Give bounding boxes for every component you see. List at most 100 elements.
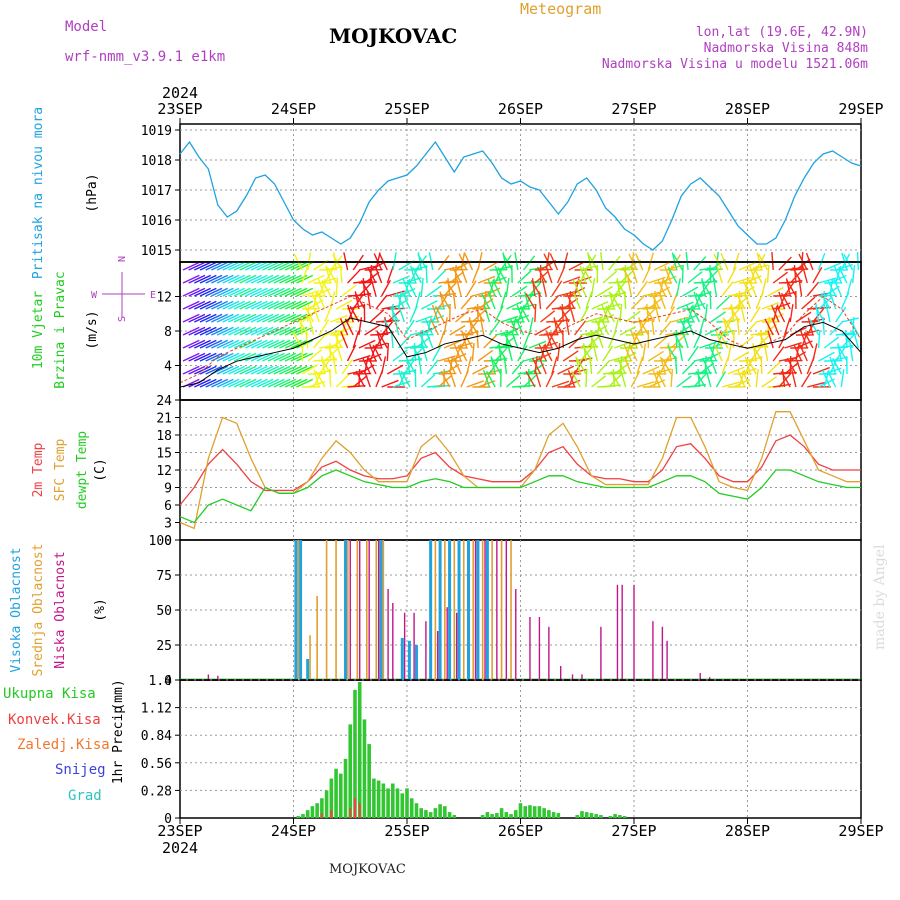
wind-arrow bbox=[760, 355, 763, 375]
wind-arrow bbox=[476, 303, 479, 323]
ylabel-wind: 10m Vjetar bbox=[31, 291, 46, 369]
wind-arrow bbox=[194, 261, 211, 271]
wind-arrow bbox=[262, 378, 280, 388]
wind-arrow bbox=[568, 261, 586, 271]
wind-arrow bbox=[394, 317, 400, 336]
wind-arrow bbox=[806, 281, 820, 297]
wind-arrow bbox=[528, 340, 547, 349]
bar-precip-convective bbox=[353, 798, 356, 818]
wind-arrow bbox=[245, 365, 263, 375]
x-tick-label-bottom: 28SEP bbox=[725, 822, 770, 840]
wind-arrow bbox=[284, 300, 302, 310]
wind-arrow bbox=[420, 278, 424, 297]
wind-arrow bbox=[638, 319, 649, 336]
wind-arrow bbox=[562, 350, 579, 362]
bar-cloud-low bbox=[484, 540, 486, 680]
wind-arrow bbox=[548, 331, 559, 349]
wind-arrow bbox=[693, 256, 707, 271]
wind-arrow bbox=[459, 265, 468, 284]
wind-arrow bbox=[568, 304, 576, 323]
ylabel-cloud-mid: Srednja Oblacnost bbox=[31, 543, 46, 676]
wind-arrow bbox=[352, 330, 360, 349]
wind-arrow bbox=[818, 351, 835, 362]
wind-arrow bbox=[216, 326, 234, 336]
series-line-temp-2 bbox=[179, 469, 861, 524]
wind-arrow bbox=[425, 264, 428, 284]
wind-arrow bbox=[476, 329, 479, 349]
bar-precip-total bbox=[400, 793, 405, 818]
bar-cloud-mid bbox=[347, 540, 349, 680]
wind-arrow bbox=[418, 331, 428, 349]
compass-west: W bbox=[91, 290, 98, 301]
wind-arrow bbox=[228, 274, 246, 284]
wind-arrow bbox=[817, 329, 821, 349]
wind-arrow bbox=[793, 344, 803, 362]
wind-arrow bbox=[590, 278, 596, 297]
y-tick-label-pressure: 1018 bbox=[141, 154, 172, 169]
wind-arrow bbox=[360, 279, 371, 297]
bar-precip-total bbox=[594, 814, 598, 818]
x-tick-label-bottom: 26SEP bbox=[498, 822, 543, 840]
wind-arrow bbox=[370, 278, 377, 297]
wind-arrow bbox=[803, 331, 814, 349]
wind-arrow bbox=[471, 343, 475, 362]
wind-arrow bbox=[284, 274, 302, 284]
wind-arrow bbox=[613, 281, 626, 297]
wind-arrow bbox=[194, 313, 211, 323]
bar-precip-total bbox=[490, 814, 494, 818]
wind-arrow bbox=[460, 294, 474, 310]
wind-arrow bbox=[443, 282, 457, 297]
wind-arrow bbox=[488, 358, 500, 375]
wind-arrow bbox=[222, 287, 240, 297]
wind-arrow bbox=[793, 265, 797, 284]
wind-arrow bbox=[211, 313, 228, 323]
wind-arrow bbox=[693, 373, 707, 388]
wind-arrow bbox=[414, 291, 421, 310]
wind-arrow bbox=[284, 313, 302, 323]
wind-arrow bbox=[792, 267, 803, 284]
series-line-pressure bbox=[179, 140, 862, 251]
bar-cloud-low bbox=[571, 674, 574, 680]
wind-arrow bbox=[498, 343, 502, 362]
wind-arrow bbox=[262, 365, 280, 375]
wind-arrow bbox=[355, 370, 366, 388]
wind-arrow bbox=[267, 339, 285, 349]
wind-arrow bbox=[612, 368, 615, 388]
wind-arrow bbox=[528, 281, 542, 297]
wind-arrow bbox=[466, 356, 472, 375]
wind-arrow bbox=[279, 378, 297, 388]
wind-arrow bbox=[687, 271, 703, 284]
wind-arrow bbox=[682, 286, 699, 297]
bar-cloud-high bbox=[448, 540, 452, 680]
wind-arrow bbox=[239, 274, 257, 284]
wind-arrow bbox=[381, 379, 399, 388]
wind-arrow bbox=[507, 343, 513, 362]
bar-cloud-low bbox=[548, 626, 550, 680]
wind-arrow bbox=[329, 368, 332, 388]
wind-arrow bbox=[693, 291, 701, 310]
wind-arrow bbox=[783, 280, 796, 297]
wind-arrow bbox=[511, 285, 528, 297]
wind-arrow bbox=[650, 292, 661, 310]
bar-precip-total bbox=[324, 790, 329, 818]
wind-arrow bbox=[402, 292, 411, 310]
wind-arrow bbox=[273, 300, 291, 310]
wind-arrow bbox=[616, 357, 627, 375]
wind-arrow bbox=[559, 305, 570, 323]
y-tick-label-precipitation: 1.4 bbox=[149, 674, 173, 689]
wind-arrow bbox=[424, 318, 434, 336]
wind-arrow bbox=[531, 357, 542, 375]
wind-arrow bbox=[182, 274, 200, 284]
wind-arrow bbox=[460, 331, 471, 349]
bar-cloud-low bbox=[387, 589, 389, 680]
wind-arrow bbox=[648, 276, 666, 284]
wind-arrow bbox=[279, 261, 297, 271]
wind-arrow bbox=[392, 275, 410, 284]
wind-arrow bbox=[730, 304, 735, 323]
wind-arrow bbox=[653, 335, 669, 349]
bar-cloud-high bbox=[466, 540, 470, 680]
model-label: Model bbox=[65, 19, 108, 35]
wind-arrow bbox=[452, 291, 457, 310]
wind-arrow bbox=[245, 339, 263, 349]
wind-arrow bbox=[188, 365, 206, 375]
